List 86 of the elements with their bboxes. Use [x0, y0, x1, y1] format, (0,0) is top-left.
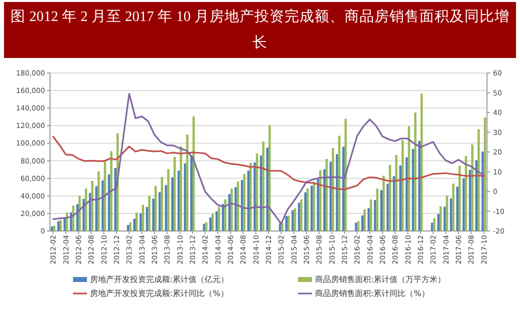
bar: [376, 188, 378, 231]
bar: [133, 218, 136, 231]
bar: [319, 170, 322, 231]
bar: [281, 223, 284, 231]
bar: [154, 186, 157, 231]
bar: [444, 206, 446, 231]
bar: [462, 178, 465, 231]
bar: [266, 148, 268, 231]
bar: [91, 180, 94, 231]
bar: [382, 176, 385, 231]
bar: [288, 216, 290, 231]
bar: [406, 157, 408, 231]
bar: [452, 184, 454, 231]
bar: [209, 218, 212, 231]
bar: [140, 213, 142, 231]
bar: [212, 214, 214, 231]
bar: [76, 204, 78, 231]
bar: [395, 154, 398, 231]
bar: [361, 215, 364, 231]
bar: [402, 140, 404, 231]
bar: [285, 216, 288, 231]
bar: [158, 192, 161, 231]
bar: [57, 221, 60, 231]
bar: [268, 125, 271, 231]
bar: [247, 170, 250, 231]
bar: [230, 188, 233, 231]
bar: [458, 166, 461, 231]
bar: [171, 177, 174, 231]
bar: [323, 169, 326, 231]
bar: [186, 134, 188, 231]
bar: [380, 190, 382, 231]
bar: [82, 198, 85, 231]
bar: [357, 221, 360, 231]
bar: [330, 162, 332, 231]
bar: [228, 194, 230, 231]
bar: [60, 220, 62, 231]
bar: [418, 140, 420, 231]
bar: [192, 116, 195, 231]
bar: [234, 187, 237, 231]
bar: [190, 156, 192, 231]
bar: [178, 170, 180, 231]
bar: [72, 206, 74, 231]
bar: [174, 156, 176, 231]
bar: [53, 226, 56, 231]
bar: [344, 118, 347, 231]
bar: [478, 129, 480, 231]
bar: [148, 196, 150, 231]
bar: [254, 162, 256, 231]
bar: [98, 171, 100, 231]
bar: [224, 199, 226, 231]
bar: [102, 180, 104, 231]
bar: [152, 198, 154, 231]
bar: [216, 211, 218, 231]
chart-title: 图 2012 年 2 月至 2017 年 10 月房地产投资完成额、商品房销售面积及同比增长: [4, 2, 516, 58]
bar: [78, 196, 81, 231]
bar: [243, 174, 246, 231]
bar: [338, 136, 340, 231]
bar: [482, 152, 484, 231]
bar: [310, 186, 313, 231]
bar: [95, 186, 98, 231]
bar: [368, 208, 370, 231]
bar: [456, 186, 458, 231]
bar: [262, 141, 264, 231]
bar: [110, 151, 112, 231]
bar: [475, 160, 478, 231]
bar: [440, 206, 442, 231]
bar: [300, 199, 302, 231]
bar: [471, 144, 474, 231]
bar: [326, 158, 328, 231]
bar: [167, 169, 170, 231]
bar: [306, 188, 309, 231]
bar: [304, 192, 306, 231]
bar: [420, 94, 423, 231]
bar: [205, 222, 208, 231]
bar: [386, 184, 389, 231]
bar: [250, 162, 252, 231]
bar: [364, 209, 366, 231]
bar: [414, 112, 416, 231]
bar: [136, 212, 138, 231]
bar: [437, 214, 440, 231]
bar: [399, 166, 402, 231]
bar: [129, 222, 132, 231]
bar: [433, 218, 436, 231]
bar: [342, 146, 344, 231]
bar: [292, 210, 294, 231]
bar: [114, 168, 116, 231]
